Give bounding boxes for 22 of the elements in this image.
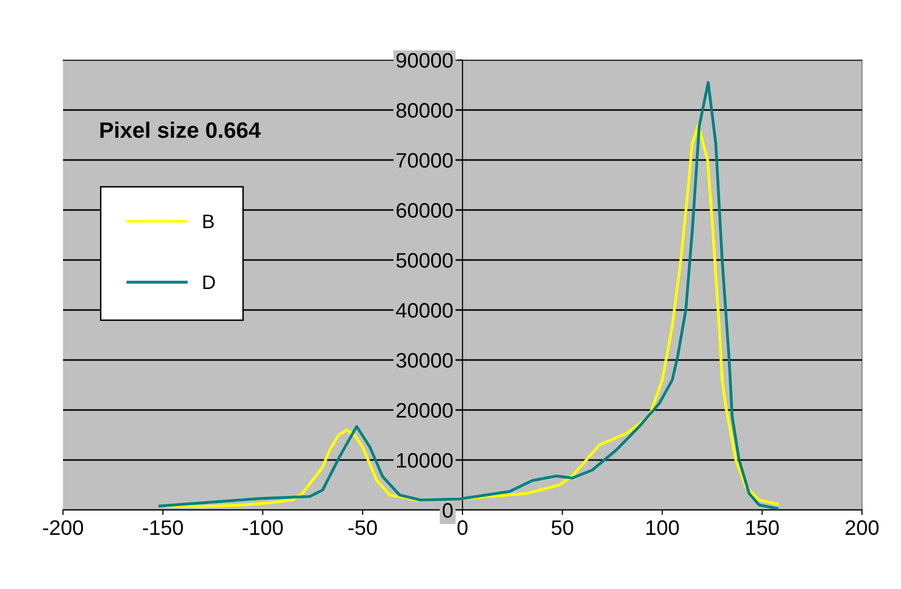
y-tick-label: 60000 <box>396 203 453 218</box>
y-tick-label: 30000 <box>396 353 453 368</box>
y-tick-label: 40000 <box>396 303 453 318</box>
y-tick-label: 70000 <box>396 153 453 168</box>
y-tick-label: 0 <box>442 503 453 518</box>
x-tick-label: 50 <box>552 520 574 536</box>
y-tick-label: 20000 <box>396 403 453 418</box>
legend-label: D <box>203 276 215 289</box>
y-tick-label: 10000 <box>397 453 453 468</box>
x-tick-label: 200 <box>846 520 879 536</box>
x-tick-label: -200 <box>43 520 84 536</box>
x-tick-label: 150 <box>746 520 779 536</box>
x-tick-label: -100 <box>242 520 283 536</box>
x-tick-label: 100 <box>646 520 679 536</box>
x-tick-label: -150 <box>142 520 183 536</box>
y-tick-label: 90000 <box>396 53 453 68</box>
legend-label: B <box>203 214 214 228</box>
y-tick-label: 80000 <box>396 103 453 118</box>
annotation: Pixel size 0.664 <box>100 122 261 138</box>
y-tick-label: 50000 <box>396 253 453 268</box>
x-tick-label: 0 <box>458 520 468 536</box>
x-tick-label: -50 <box>348 520 377 536</box>
